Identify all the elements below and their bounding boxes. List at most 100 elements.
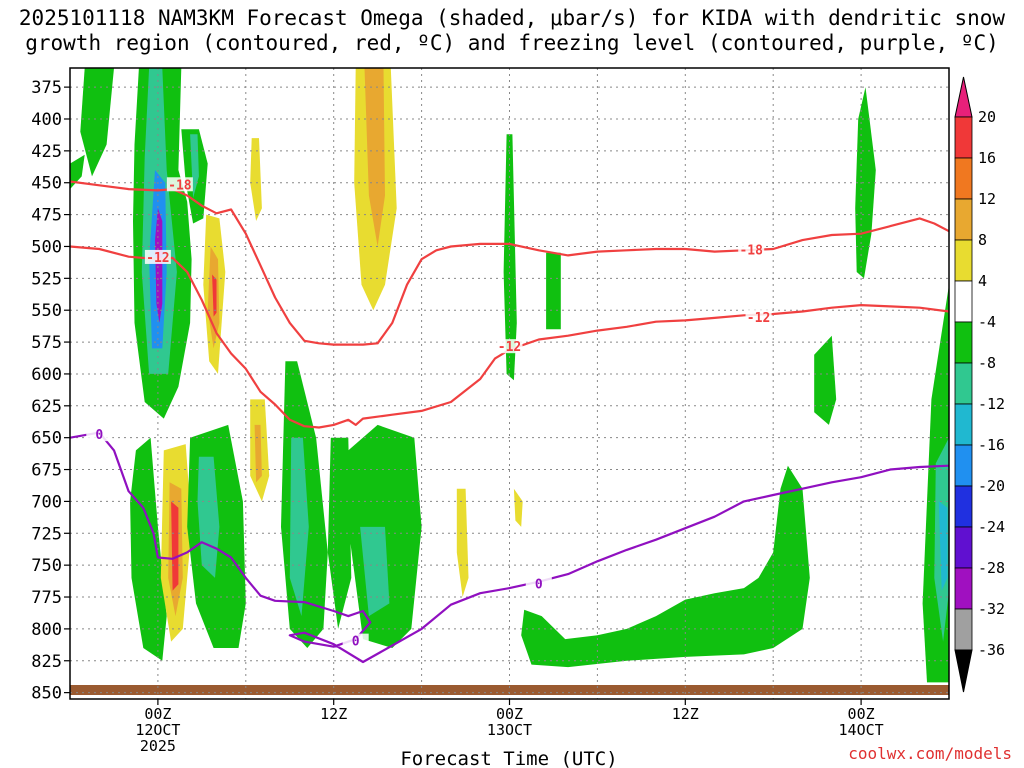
omega-region-green_left_edge (70, 154, 85, 190)
colorbar-band-8 (954, 403, 973, 446)
colorbar-label-3: 8 (978, 231, 987, 249)
y-tick-label-425: 425 (31, 142, 62, 162)
omega-region-teal_lower_c (289, 437, 309, 617)
y-tick-label-500: 500 (31, 237, 62, 257)
colorbar-band-10 (954, 485, 973, 528)
colorbar-arrow-top (954, 76, 973, 118)
colorbar-label-11: -28 (978, 559, 1005, 577)
contour-label-dendritic_-12-1: -12 (498, 340, 521, 355)
y-tick-label-600: 600 (31, 365, 62, 385)
y-tick-label-650: 650 (31, 429, 62, 449)
colorbar-band-6 (954, 321, 973, 364)
colorbar-arrow-bottom (954, 649, 973, 693)
x-tick-label-48-2: 14OCT (839, 721, 884, 739)
omega-region-yellow_lower_f (456, 488, 469, 597)
y-tick-label-725: 725 (31, 524, 62, 544)
omega-region-pink_a (212, 274, 217, 317)
omega-shading-layer (70, 68, 949, 683)
x-tick-label-48-1: 00Z (848, 705, 875, 723)
omega-region-teal_lower_d (360, 526, 390, 617)
y-tick-label-850: 850 (31, 684, 62, 704)
y-tick-label-475: 475 (31, 206, 62, 226)
contour-label-freezing_0-1: 0 (352, 635, 360, 650)
contour-label-dendritic_-12-0: -12 (146, 251, 169, 266)
y-tick-label-700: 700 (31, 492, 62, 512)
colorbar-label-6: -8 (978, 354, 996, 372)
colorbar-label-1: 16 (978, 149, 996, 167)
omega-region-pink_lower_a (171, 501, 179, 591)
credit-text: coolwx.com/models (848, 744, 1012, 763)
y-tick-label-625: 625 (31, 397, 62, 417)
colorbar-band-9 (954, 444, 973, 487)
colorbar-label-9: -20 (978, 477, 1005, 495)
y-tick-label-825: 825 (31, 652, 62, 672)
contour-label-bg-freezing_0-2 (525, 576, 552, 591)
colorbar-band-3 (954, 198, 973, 241)
title-line-2: growth region (contoured, red, ºC) and f… (25, 31, 999, 55)
x-tick-label-0-2: 12OCT (135, 721, 180, 739)
omega-region-green_lower_e (327, 437, 352, 629)
contour-dendritic_-18 (70, 180, 949, 346)
contour-label-bg-dendritic_-12-1 (496, 339, 523, 354)
colorbar-band-1 (954, 116, 973, 159)
y-tick-label-375: 375 (31, 78, 62, 98)
omega-region-deep_core (155, 208, 163, 323)
y-tick-label-675: 675 (31, 461, 62, 481)
omega-region-yellow_thin_b (250, 138, 262, 221)
omega-region-green_bottom_13oct (521, 465, 810, 668)
omega-region-green_lower_14oct (814, 335, 837, 425)
colorbar-label-12: -32 (978, 600, 1005, 618)
colorbar-label-8: -16 (978, 436, 1005, 454)
y-tick-label-750: 750 (31, 556, 62, 576)
y-tick-label-775: 775 (31, 588, 62, 608)
colorbar-band-11 (954, 526, 973, 569)
contour-label-bg-freezing_0-1 (342, 633, 369, 648)
terrain-bar (70, 685, 949, 695)
colorbar-label-13: -36 (978, 641, 1005, 659)
y-tick-label-525: 525 (31, 269, 62, 289)
x-tick-label-12-1: 12Z (320, 705, 347, 723)
omega-region-cyan_right_large (938, 501, 948, 591)
contour-label-bg-dendritic_-18-1 (738, 242, 765, 257)
colorbar-label-4: 4 (978, 272, 987, 290)
x-tick-label-0-1: 00Z (144, 705, 171, 723)
y-tick-label-800: 800 (31, 620, 62, 640)
omega-region-green_small_13oct (546, 252, 561, 330)
y-tick-label-550: 550 (31, 301, 62, 321)
omega-region-yellow_lower_g (513, 488, 523, 527)
omega-region-green_spike_14oct (855, 87, 876, 279)
contour-label-bg-dendritic_-18-0 (166, 177, 193, 192)
y-axis: 375 400 425 450 475 500 525 550 575 600 625 650 675 7… (31, 78, 70, 704)
colorbar-band-13 (954, 608, 973, 651)
contour-label-bg-dendritic_-12-0 (144, 249, 171, 264)
colorbar-label-0: 20 (978, 108, 996, 126)
x-axis-label: Forecast Time (UTC) (400, 748, 617, 768)
colorbar-label-10: -24 (978, 518, 1005, 536)
colorbar-band-2 (954, 157, 973, 200)
contour-label-freezing_0-2: 0 (535, 577, 543, 592)
contour-label-bg-freezing_0-0 (86, 427, 113, 442)
omega-region-orange_lower_c (254, 424, 262, 483)
colorbar-label-5: -4 (978, 313, 996, 331)
colorbar-label-2: 12 (978, 190, 996, 208)
contour-label-bg-dendritic_-12-2 (745, 309, 772, 324)
colorbar-band-7 (954, 362, 973, 405)
colorbar-band-5 (954, 280, 973, 323)
colorbar: 20 16 12 8 4 -4 -8 -12 -16 -20 -24 -28 -32 -36 (954, 76, 1005, 693)
omega-region-teal_col2 (190, 134, 199, 198)
x-tick-label-36-1: 12Z (672, 705, 699, 723)
x-tick-label-24-2: 13OCT (487, 721, 532, 739)
contour-label-dendritic_-12-2: -12 (747, 311, 770, 326)
contour-layer: -18 -18 -12 -12 -12 0 0 0 (70, 177, 949, 664)
omega-region-green_spike_13oct (503, 134, 517, 381)
chart-title: 2025101118 NAM3KM Forecast Omega (shaded… (0, 6, 1024, 56)
colorbar-band-4 (954, 239, 973, 282)
x-tick-label-24-1: 00Z (496, 705, 523, 723)
contour-label-dendritic_-18-0: -18 (168, 178, 192, 193)
contour-label-dendritic_-18-1: -18 (739, 243, 763, 258)
colorbar-band-12 (954, 567, 973, 610)
omega-region-green_left_top (80, 68, 114, 177)
y-tick-label-400: 400 (31, 110, 62, 130)
